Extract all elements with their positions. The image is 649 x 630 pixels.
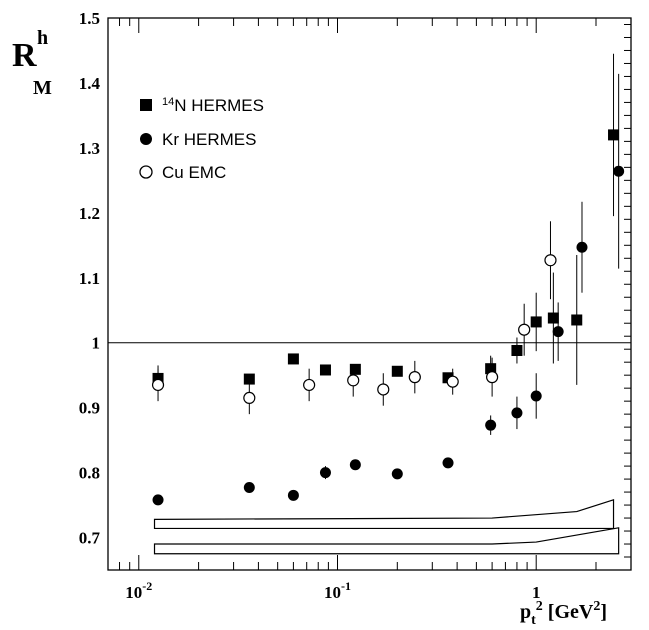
y-axis-label: R: [12, 37, 37, 74]
systematic-band-1: [153, 499, 615, 530]
data-point-filled-circle: [530, 390, 542, 402]
data-point-filled-circle: [442, 457, 454, 469]
y-tick-label: 0.9: [79, 399, 100, 418]
data-point-filled-circle: [152, 494, 164, 506]
data-point-open-circle: [347, 374, 360, 387]
x-axis-label: pt2 [GeV2]: [520, 599, 607, 628]
data-point-square: [511, 344, 523, 356]
data-point-filled-circle: [287, 489, 299, 501]
data-point-square: [485, 363, 497, 375]
data-point-square: [349, 363, 361, 375]
y-tick-label: 0.7: [79, 529, 101, 548]
systematic-band-2: [153, 527, 620, 555]
data-point-open-circle: [544, 254, 557, 267]
systematic-bands: [153, 499, 620, 555]
legend-marker-filled-circle: [140, 133, 152, 145]
legend-marker-open-circle: [139, 165, 153, 179]
legend-marker-square: [140, 99, 152, 111]
data-point-open-circle: [518, 323, 531, 336]
data-point-square: [547, 312, 559, 324]
legend-label: Cu EMC: [162, 163, 226, 182]
data-point-open-circle: [408, 371, 421, 384]
data-point-filled-circle: [391, 468, 403, 480]
y-tick-label: 1.3: [79, 139, 100, 158]
data-point-square: [608, 129, 620, 141]
data-point-square: [530, 316, 542, 328]
plot-border: [107, 17, 632, 571]
y-axis-label-sup: h: [37, 27, 48, 49]
data-point-filled-circle: [243, 482, 255, 494]
axis-ticks: 0.7 0.8 0.9 1 1.1 1.2 1.3 1.4 1.5 10-2 10-1 1: [79, 9, 632, 602]
data-point-square: [243, 373, 255, 385]
y-tick-label: 1: [92, 334, 101, 353]
data-point-filled-circle: [485, 419, 497, 431]
legend: 14N HERMES Kr HERMES Cu EMC: [139, 96, 264, 182]
data-point-filled-circle: [349, 459, 361, 471]
data-point-open-circle: [377, 383, 390, 396]
y-axis-label-sub: M: [33, 77, 52, 99]
y-tick-label: 1.1: [79, 269, 100, 288]
data-point-open-circle: [486, 371, 499, 384]
data-point-open-circle: [151, 378, 165, 392]
legend-label: 14N HERMES: [162, 96, 264, 115]
data-point-square: [319, 364, 331, 376]
x-tick-label: 1: [532, 583, 541, 602]
data-point-filled-circle: [552, 326, 564, 338]
data-points: [151, 53, 625, 506]
data-point-square: [391, 365, 403, 377]
data-point-filled-circle: [613, 165, 625, 177]
legend-label: Kr HERMES: [162, 130, 256, 149]
data-point-open-circle: [303, 378, 316, 392]
data-point-filled-circle: [576, 241, 588, 253]
data-point-filled-circle: [319, 467, 331, 479]
y-tick-label: 1.2: [79, 204, 100, 223]
data-point-open-circle: [446, 375, 459, 388]
x-tick-label: 10-1: [324, 579, 351, 602]
data-point-square: [571, 314, 583, 326]
data-point-open-circle: [243, 391, 256, 405]
x-tick-label: 10-2: [125, 579, 152, 602]
data-point-square: [287, 353, 299, 365]
data-point-filled-circle: [511, 407, 523, 419]
y-tick-label: 0.8: [79, 464, 100, 483]
plot-frame: [107, 17, 632, 571]
y-tick-label: 1.4: [79, 74, 101, 93]
y-tick-label: 1.5: [79, 9, 100, 28]
